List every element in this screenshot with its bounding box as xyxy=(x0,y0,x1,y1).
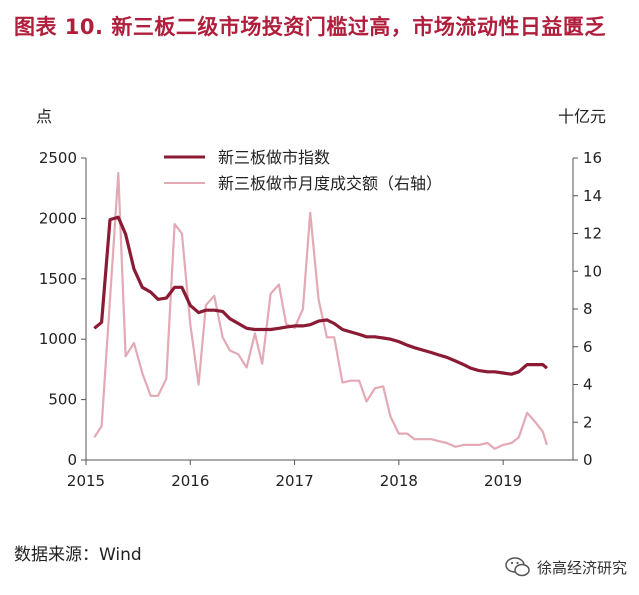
right-tick-label: 10 xyxy=(583,262,602,280)
left-axis-unit: 点 xyxy=(36,107,52,126)
left-tick-label: 1000 xyxy=(39,330,77,348)
source-note: 数据来源：Wind xyxy=(14,545,142,565)
series-line-volume xyxy=(93,172,548,450)
series-layer xyxy=(93,172,548,450)
right-tick-label: 16 xyxy=(583,149,602,167)
left-tick-label: 2000 xyxy=(39,209,77,227)
legend-label-volume: 新三板做市月度成交额（右轴） xyxy=(218,174,442,193)
right-tick-label: 4 xyxy=(583,376,593,394)
left-tick-label: 500 xyxy=(48,391,77,409)
chart-title: 图表 10. 新三板二级市场投资门槛过高，市场流动性日益匮乏 xyxy=(14,15,606,39)
axes: 0 500 1000 1500 2000 2500 0 2 4 6 8 10 12 14 16 2015 201… xyxy=(39,149,602,490)
x-tick-label: 2017 xyxy=(275,472,313,490)
x-tick-label: 2019 xyxy=(484,472,522,490)
legend: 新三板做市指数 新三板做市月度成交额（右轴） xyxy=(164,148,442,193)
left-tick-label: 2500 xyxy=(39,149,77,167)
left-tick-label: 1500 xyxy=(39,270,77,288)
right-axis-unit: 十亿元 xyxy=(558,107,606,126)
right-tick-label: 0 xyxy=(583,451,593,469)
x-tick-label: 2015 xyxy=(67,472,105,490)
x-tick-label: 2018 xyxy=(380,472,418,490)
right-tick-label: 8 xyxy=(583,300,593,318)
wechat-icon xyxy=(505,557,530,577)
legend-label-index: 新三板做市指数 xyxy=(218,148,330,167)
right-tick-label: 14 xyxy=(583,187,602,205)
right-tick-label: 2 xyxy=(583,413,593,431)
x-tick-label: 2016 xyxy=(171,472,209,490)
series-line-index xyxy=(93,215,548,376)
right-tick-label: 6 xyxy=(583,338,593,356)
right-tick-label: 12 xyxy=(583,225,602,243)
watermark: 徐高经济研究 xyxy=(505,556,627,578)
left-tick-label: 0 xyxy=(67,451,77,469)
watermark-text: 徐高经济研究 xyxy=(536,558,627,577)
